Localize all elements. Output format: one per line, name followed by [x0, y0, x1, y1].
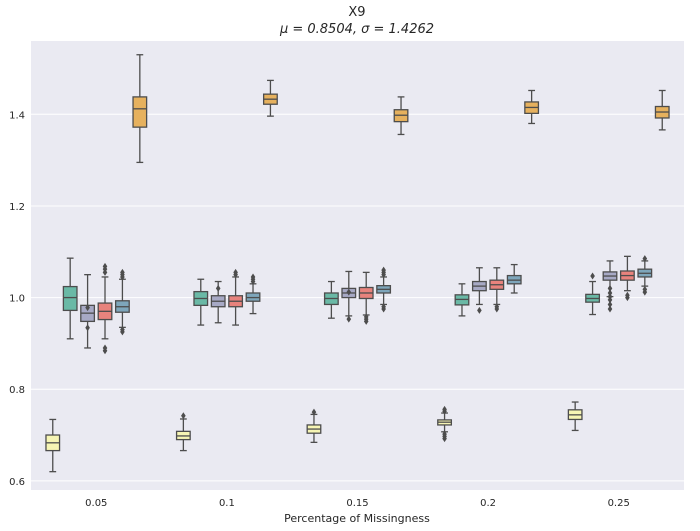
- box-body: [132, 96, 148, 128]
- outlier-point: [233, 268, 238, 276]
- box: [114, 268, 130, 336]
- box: [228, 268, 244, 326]
- box: [489, 267, 505, 313]
- plot-area: [31, 41, 684, 490]
- outlier-point: [215, 284, 221, 292]
- box: [585, 272, 601, 316]
- box: [602, 260, 618, 313]
- box: [454, 283, 470, 317]
- box: [262, 79, 278, 117]
- box-body: [62, 285, 78, 312]
- box: [341, 270, 357, 323]
- outlier-point: [607, 305, 613, 313]
- box: [619, 255, 635, 302]
- x-tick-label: 0.15: [346, 498, 368, 509]
- outlier-point: [346, 288, 352, 296]
- outlier-point: [85, 304, 90, 312]
- outlier-point: [102, 344, 108, 352]
- box: [437, 405, 453, 443]
- outlier-point: [381, 303, 386, 311]
- outlier-point: [102, 262, 108, 270]
- y-tick-label: 0.8: [9, 385, 25, 396]
- y-tick-labels: 0.6 0.8 1.0 1.2 1.4: [9, 110, 25, 488]
- outlier-point: [311, 408, 317, 416]
- box: [80, 274, 96, 349]
- box: [567, 401, 583, 432]
- outlier-point: [477, 306, 482, 314]
- y-tick-label: 1.2: [9, 202, 25, 213]
- outlier-point: [607, 289, 613, 297]
- outlier-point: [642, 255, 648, 263]
- box: [97, 262, 113, 355]
- outlier-point: [363, 313, 369, 321]
- x-tick-label: 0.2: [480, 498, 496, 509]
- box: [306, 408, 322, 444]
- box: [62, 257, 78, 340]
- outlier-point: [381, 266, 386, 274]
- outlier-point: [607, 293, 613, 301]
- outlier-point: [120, 326, 125, 334]
- outlier-point: [85, 324, 90, 332]
- box: [358, 271, 374, 325]
- box: [524, 89, 540, 125]
- box-series: [45, 54, 670, 473]
- y-tick-label: 1.4: [9, 110, 25, 121]
- box: [637, 255, 653, 296]
- outlier-point: [346, 315, 352, 323]
- chart-subtitle: μ = 0.8504, σ = 1.4262: [279, 22, 434, 37]
- outlier-point: [642, 285, 648, 293]
- y-tick-label: 0.6: [9, 477, 25, 488]
- outlier-point: [250, 273, 256, 281]
- x-tick-labels: 0.05 0.1 0.15 0.2 0.25: [85, 498, 630, 509]
- box: [393, 96, 409, 136]
- box: [245, 273, 261, 315]
- box: [132, 54, 148, 164]
- chart-title: X9: [348, 5, 365, 20]
- box: [210, 280, 226, 324]
- box: [45, 418, 61, 473]
- y-tick-label: 1.0: [9, 294, 25, 305]
- x-tick-label: 0.1: [219, 498, 235, 509]
- outlier-point: [607, 300, 613, 308]
- box: [654, 89, 670, 131]
- outlier-point: [181, 412, 186, 420]
- box: [175, 412, 191, 452]
- x-axis-label: Percentage of Missingness: [284, 512, 430, 525]
- outlier-point: [607, 284, 613, 292]
- outlier-point: [590, 272, 595, 280]
- box: [376, 266, 392, 313]
- outlier-point: [625, 291, 630, 299]
- box: [323, 280, 339, 319]
- outlier-point: [442, 430, 447, 438]
- outlier-point: [120, 268, 125, 276]
- outlier-point: [442, 405, 447, 413]
- box: [506, 263, 522, 294]
- box: [193, 278, 209, 326]
- outlier-point: [494, 303, 500, 311]
- x-tick-label: 0.05: [85, 498, 107, 509]
- box: [471, 267, 487, 314]
- x-tick-label: 0.25: [608, 498, 630, 509]
